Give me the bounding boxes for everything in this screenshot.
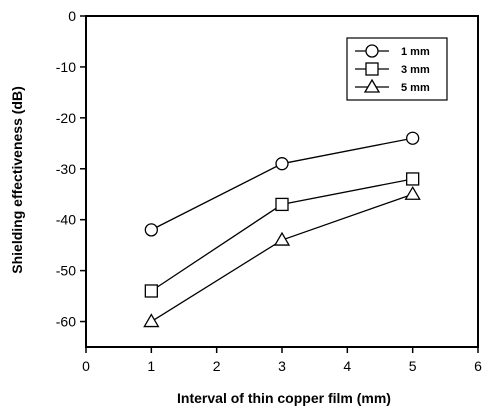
legend: 1 mm 3 mm 5 mm bbox=[346, 37, 448, 101]
data-point-3-mm bbox=[406, 172, 420, 186]
y-tick-label: -40 bbox=[56, 212, 76, 228]
series-line-5-mm bbox=[150, 193, 413, 323]
x-tick-label: 5 bbox=[409, 358, 417, 374]
data-point-3-mm bbox=[144, 284, 158, 298]
x-tick-label: 3 bbox=[278, 358, 286, 374]
legend-label-3-mm: 3 mm bbox=[401, 64, 430, 76]
x-tick-label: 4 bbox=[343, 358, 351, 374]
x-tick-label: 0 bbox=[82, 358, 90, 374]
data-point-1-mm bbox=[275, 157, 289, 171]
series-line-1-mm bbox=[151, 137, 413, 231]
x-tick-label: 6 bbox=[474, 358, 482, 374]
legend-label-5-mm: 5 mm bbox=[401, 82, 430, 94]
legend-label-1-mm: 1 mm bbox=[401, 46, 430, 58]
y-axis-title: Shielding effectiveness (dB) bbox=[9, 86, 25, 273]
x-axis-title: Interval of thin copper film (mm) bbox=[177, 390, 391, 406]
x-tick-label: 1 bbox=[147, 358, 155, 374]
y-tick-label: -60 bbox=[56, 314, 76, 330]
y-tick-label: -20 bbox=[56, 110, 76, 126]
series-5-mm bbox=[143, 185, 421, 328]
data-point-1-mm bbox=[406, 131, 420, 145]
y-tick-label: -30 bbox=[56, 161, 76, 177]
series-1-mm bbox=[144, 131, 420, 237]
data-point-5-mm bbox=[273, 231, 291, 246]
legend-marker-5-mm bbox=[363, 78, 381, 93]
legend-marker-3-mm bbox=[365, 62, 379, 76]
x-tick-label: 2 bbox=[213, 358, 221, 374]
y-tick-label: 0 bbox=[68, 8, 76, 24]
y-tick-label: -50 bbox=[56, 263, 76, 279]
series-3-mm bbox=[144, 172, 420, 298]
legend-marker-1-mm bbox=[365, 44, 379, 58]
data-point-3-mm bbox=[275, 197, 289, 212]
data-point-5-mm bbox=[143, 313, 160, 328]
data-point-1-mm bbox=[144, 223, 158, 237]
y-tick-label: -10 bbox=[56, 59, 76, 75]
data-point-5-mm bbox=[404, 185, 421, 200]
